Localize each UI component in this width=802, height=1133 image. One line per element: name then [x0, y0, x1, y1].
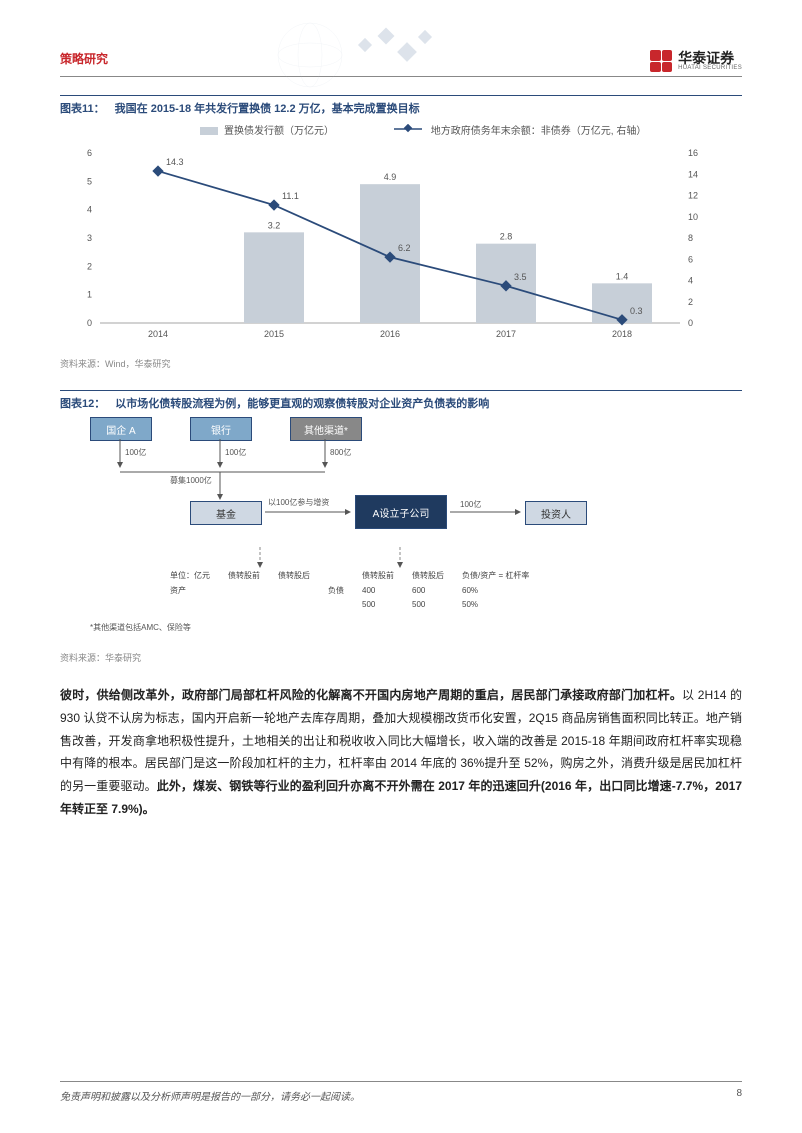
- svg-text:6: 6: [688, 254, 693, 264]
- svg-text:2: 2: [87, 261, 92, 271]
- svg-text:6.2: 6.2: [398, 243, 411, 253]
- logo-mark-icon: [650, 50, 672, 72]
- fig12-source: 资料来源：华泰研究: [60, 651, 742, 664]
- node-sub: A设立子公司: [355, 495, 447, 529]
- body-paragraph: 彼时，供给侧改革外，政府部门局部杠杆风险的化解离不开国内房地产周期的重启，居民部…: [60, 684, 742, 821]
- svg-text:10: 10: [688, 212, 698, 222]
- svg-text:2.8: 2.8: [500, 232, 513, 242]
- svg-text:5: 5: [87, 176, 92, 186]
- svg-text:3: 3: [87, 233, 92, 243]
- diagram-arrows: [60, 417, 720, 647]
- fig11-legend: 置换债发行额（万亿元） 地方政府债务年末余额：非债券（万亿元, 右轴）: [200, 122, 720, 137]
- fig12-table: 单位：亿元债转股前债转股后债转股前债转股后负债/资产 = 杠杆率 资产负债400…: [160, 567, 539, 612]
- section-title: 策略研究: [60, 50, 108, 67]
- svg-text:14: 14: [688, 169, 698, 179]
- svg-text:2014: 2014: [148, 329, 168, 339]
- brand-en: HUATAI SECURITIES: [678, 65, 742, 71]
- svg-text:3.2: 3.2: [268, 220, 281, 230]
- svg-text:2018: 2018: [612, 329, 632, 339]
- footer-disclaimer: 免责声明和披露以及分析师声明是报告的一部分，请务必一起阅读。: [60, 1088, 360, 1103]
- svg-text:14.3: 14.3: [166, 157, 184, 167]
- svg-text:2: 2: [688, 297, 693, 307]
- svg-text:0: 0: [688, 318, 693, 328]
- svg-text:11.1: 11.1: [282, 191, 299, 201]
- svg-text:1: 1: [87, 290, 92, 300]
- fig12-footnote: *其他渠道包括AMC、保险等: [90, 622, 191, 633]
- fig11-title: 图表11：我国在 2015-18 年共发行置换债 12.2 万亿，基本完成置换目…: [60, 95, 742, 116]
- node-fund: 基金: [190, 501, 262, 525]
- brand-cn: 华泰证券: [678, 51, 742, 65]
- svg-text:2015: 2015: [264, 329, 284, 339]
- fig11-source: 资料来源：Wind，华泰研究: [60, 357, 742, 370]
- svg-text:0: 0: [87, 318, 92, 328]
- svg-text:4.9: 4.9: [384, 172, 397, 182]
- brand-logo: 华泰证券 HUATAI SECURITIES: [650, 50, 742, 72]
- svg-text:16: 16: [688, 148, 698, 158]
- svg-text:1.4: 1.4: [616, 271, 629, 281]
- svg-text:8: 8: [688, 233, 693, 243]
- node-inv: 投资人: [525, 501, 587, 525]
- page-footer: 免责声明和披露以及分析师声明是报告的一部分，请务必一起阅读。 8: [60, 1081, 742, 1103]
- svg-text:6: 6: [87, 148, 92, 158]
- header-globe-bg: [250, 20, 490, 90]
- svg-text:4: 4: [87, 205, 92, 215]
- svg-text:4: 4: [688, 276, 693, 286]
- svg-text:2016: 2016: [380, 329, 400, 339]
- svg-text:12: 12: [688, 191, 698, 201]
- svg-text:3.5: 3.5: [514, 272, 527, 282]
- legend-bar: 置换债发行额（万亿元）: [200, 122, 334, 137]
- fig12-title: 图表12：以市场化债转股流程为例，能够更直观的观察债转股对企业资产负债表的影响: [60, 390, 742, 411]
- svg-text:0.3: 0.3: [630, 306, 643, 316]
- page-number: 8: [736, 1088, 742, 1103]
- fig12-diagram: 国企 A 银行 其他渠道* 100亿 100亿 800亿 募集1000亿 基金 …: [60, 417, 720, 647]
- legend-line: 地方政府债务年末余额：非债券（万亿元, 右轴）: [394, 122, 646, 137]
- svg-text:2017: 2017: [496, 329, 516, 339]
- fig11-chart: 置换债发行额（万亿元） 地方政府债务年末余额：非债券（万亿元, 右轴） 0123…: [60, 122, 720, 353]
